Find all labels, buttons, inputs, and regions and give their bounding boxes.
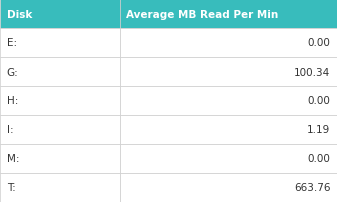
Text: Disk: Disk (7, 9, 32, 19)
Text: Average MB Read Per Min: Average MB Read Per Min (126, 9, 278, 19)
Bar (120, 29, 337, 58)
Bar (0, 29, 120, 58)
Text: G:: G: (7, 67, 18, 77)
Bar (120, 173, 337, 202)
Bar (0, 173, 120, 202)
Bar (120, 115, 337, 144)
Text: 0.00: 0.00 (308, 38, 331, 48)
Bar (120, 87, 337, 115)
Text: T:: T: (7, 183, 15, 193)
Bar (0, 0, 120, 29)
Bar (0, 115, 120, 144)
Text: 100.34: 100.34 (294, 67, 331, 77)
Text: 663.76: 663.76 (294, 183, 331, 193)
Bar (0, 144, 120, 173)
Text: 1.19: 1.19 (307, 125, 331, 135)
Bar (0, 58, 120, 87)
Text: 0.00: 0.00 (308, 96, 331, 106)
Bar (120, 58, 337, 87)
Text: 0.00: 0.00 (308, 154, 331, 164)
Text: E:: E: (7, 38, 17, 48)
Text: H:: H: (7, 96, 18, 106)
Bar (120, 0, 337, 29)
Bar (120, 144, 337, 173)
Bar (0, 87, 120, 115)
Text: M:: M: (7, 154, 19, 164)
Text: I:: I: (7, 125, 13, 135)
